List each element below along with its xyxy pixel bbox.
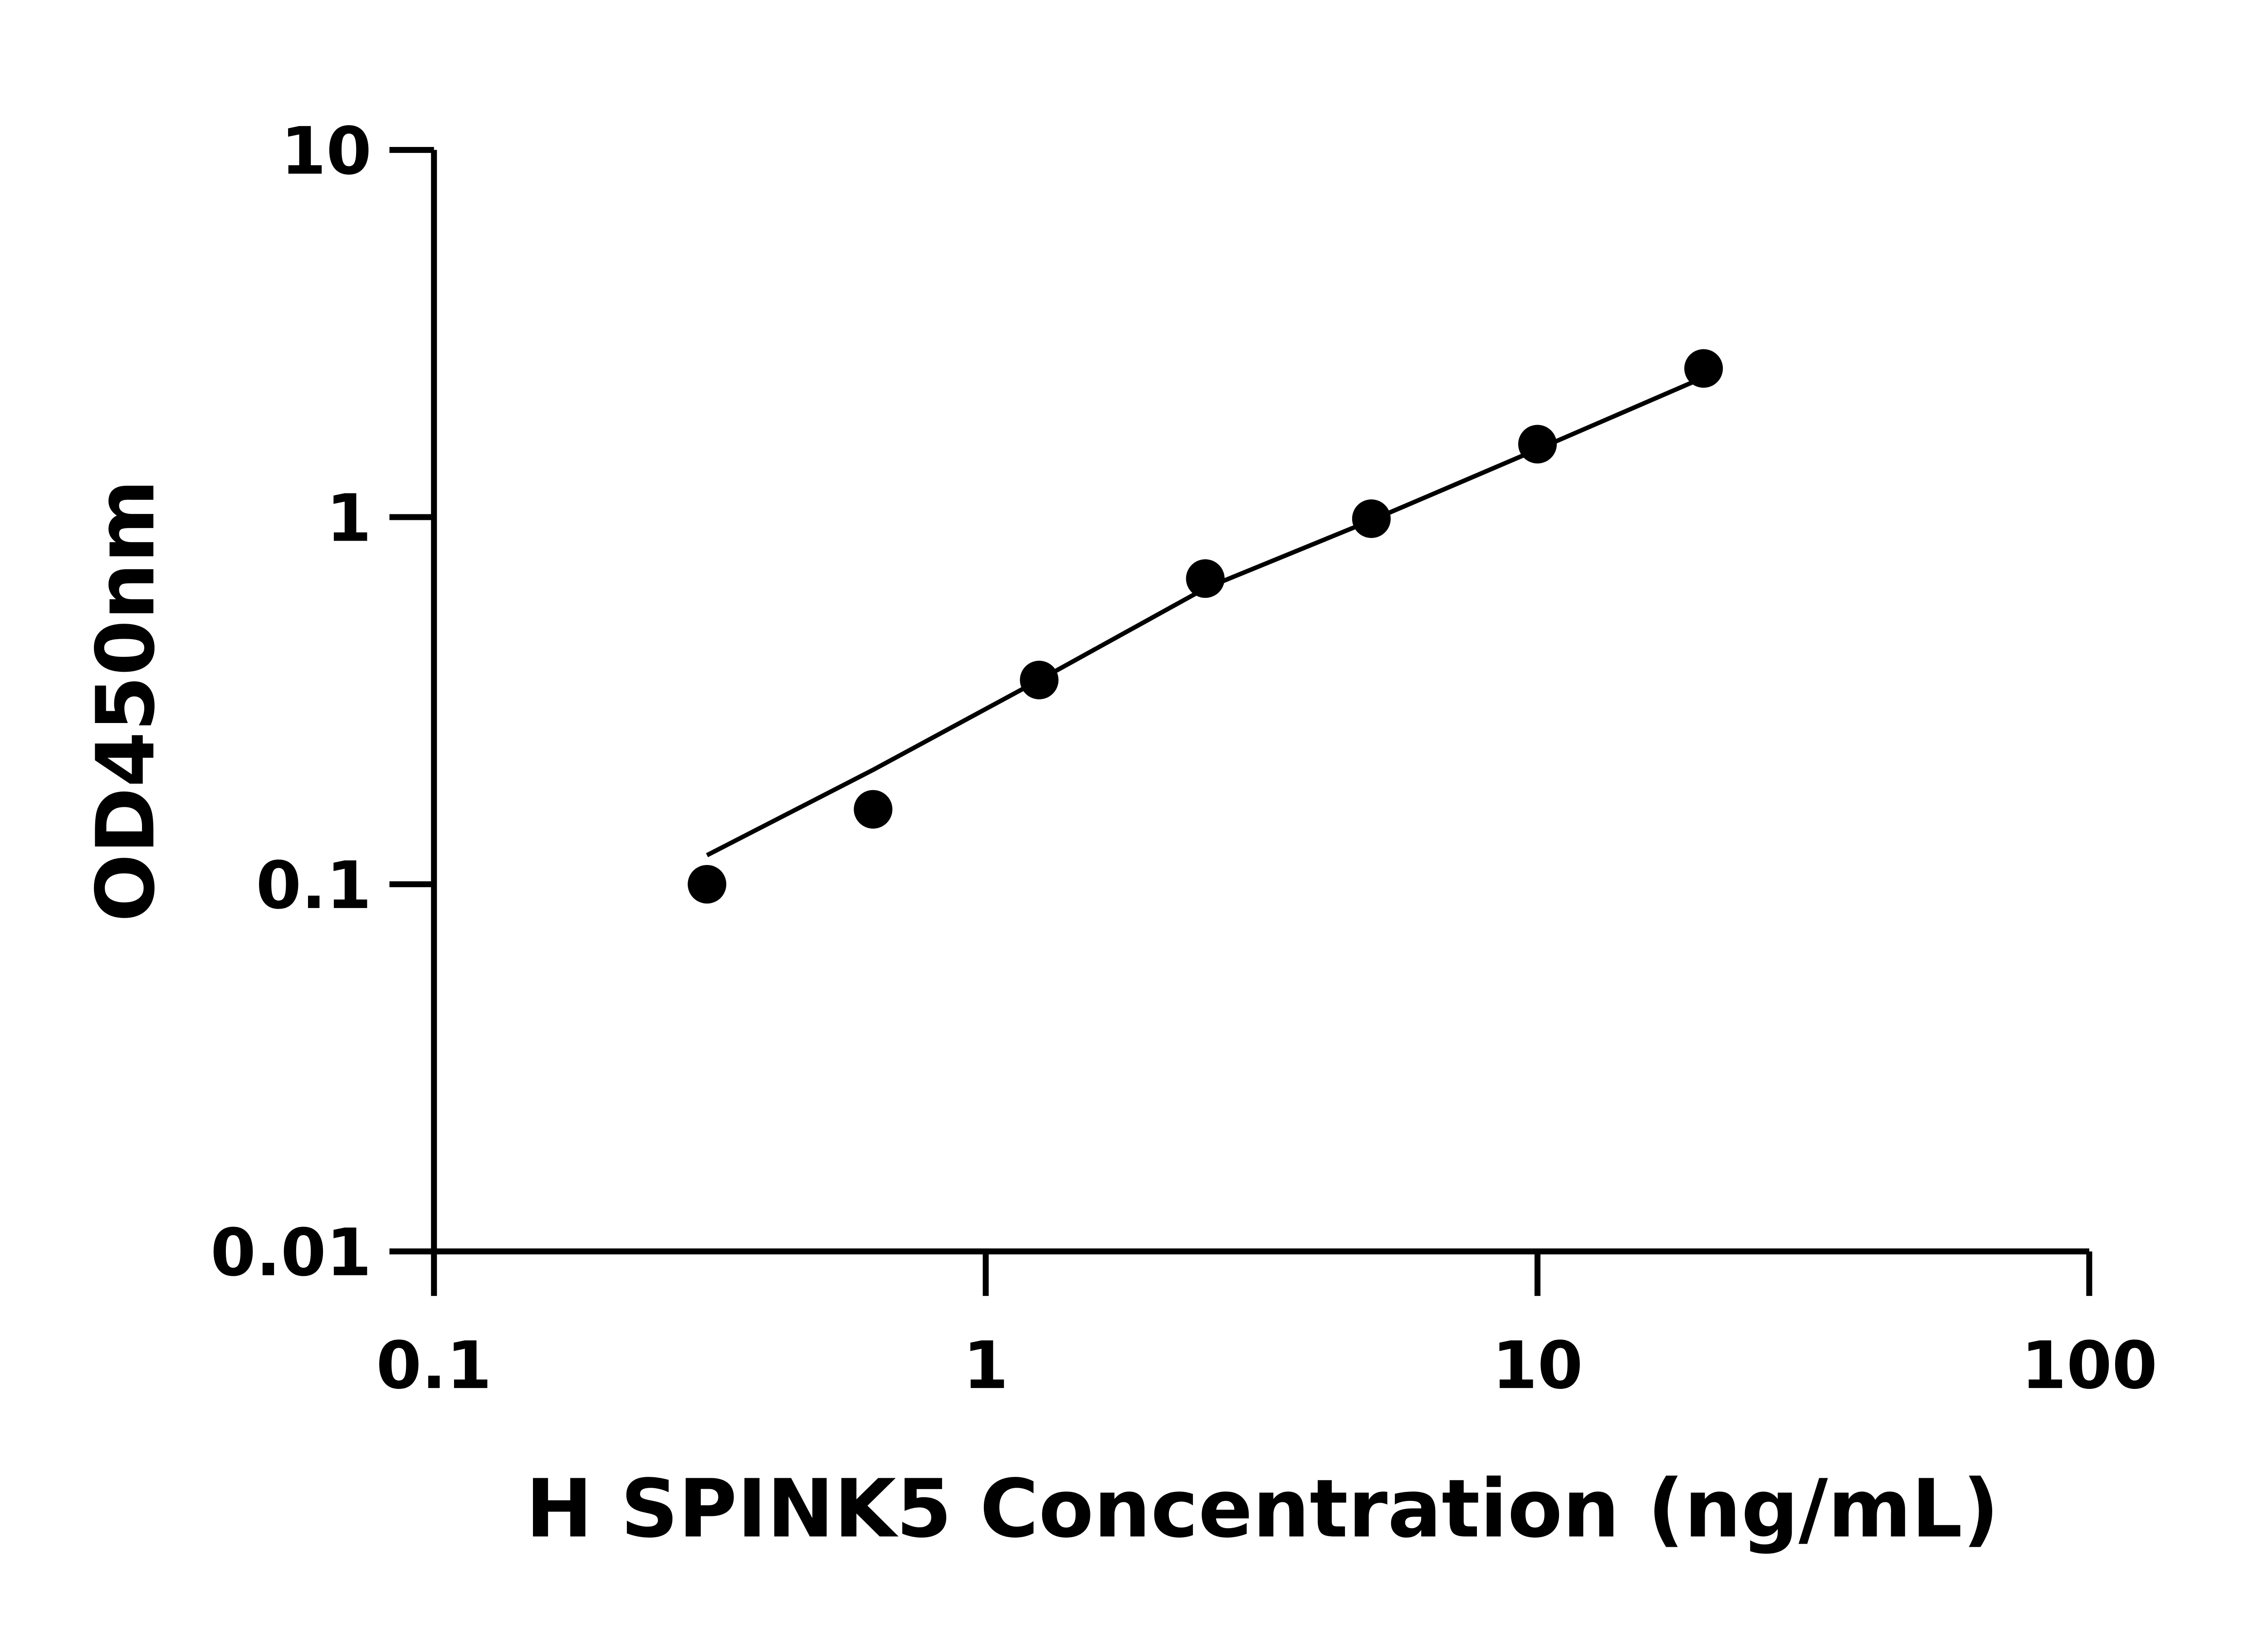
y-tick-label: 1 — [326, 480, 371, 556]
y-tick-label: 10 — [281, 113, 371, 189]
data-point — [1684, 349, 1723, 388]
y-tick-label: 0.1 — [256, 847, 371, 923]
data-point — [1186, 559, 1225, 598]
y-axis-title: OD450nm — [79, 479, 172, 922]
data-point — [854, 790, 893, 829]
x-axis-title: H SPINK5 Concentration (ng/mL) — [526, 1462, 1999, 1555]
x-tick-label: 10 — [1492, 1327, 1583, 1403]
data-point — [688, 865, 727, 904]
data-point — [1352, 499, 1391, 538]
x-tick-label: 1 — [963, 1327, 1008, 1403]
y-tick-label: 0.01 — [210, 1214, 371, 1290]
data-points — [688, 349, 1723, 904]
x-tick-label: 0.1 — [376, 1327, 492, 1403]
data-point — [1020, 660, 1059, 699]
data-point — [1518, 425, 1557, 464]
x-tick-label: 100 — [2021, 1327, 2158, 1403]
